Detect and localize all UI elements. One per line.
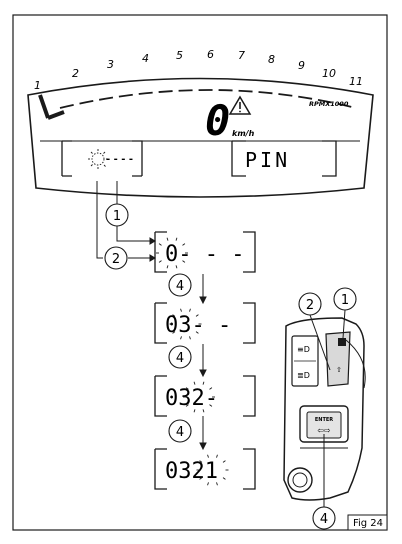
rpm-bar-lit	[38, 94, 50, 119]
flash-arrow-icon: ⇧	[336, 366, 342, 374]
handlebar-switch: ≡D ≣D ⇧ ENTER ⇦⇨	[283, 317, 366, 501]
pin-digits: 0321	[165, 459, 218, 484]
switch-callout-lines	[309, 309, 346, 508]
pin-display: 0321	[154, 448, 256, 490]
callout-step-4: 4	[168, 273, 192, 297]
rpm-label: 9	[298, 59, 305, 72]
blinking-digit-icon	[169, 308, 202, 340]
svg-text:4: 4	[320, 512, 328, 527]
dashboard: 1 2 3 4 5 6 7 8 9 10 11 RPMX1000 0 km/h	[27, 48, 374, 208]
pin-digits: 032-	[165, 386, 218, 411]
svg-text:4: 4	[176, 351, 184, 366]
switch-callout-1: 1	[333, 287, 357, 311]
rpm-label: 10	[322, 67, 336, 80]
svg-text:4: 4	[176, 279, 184, 294]
rpm-label: 4	[142, 52, 149, 65]
horn-button	[287, 467, 313, 493]
blinking-digit-icon	[156, 237, 188, 269]
rpm-label: 7	[238, 49, 245, 62]
dashboard-outline	[27, 77, 374, 198]
pin-digits: 0- - -	[165, 242, 244, 267]
callout-1: 1	[105, 203, 129, 227]
connector-lines	[96, 181, 207, 451]
low-beam-icon: ≣D	[297, 371, 310, 380]
figure-label: Fig 24	[353, 518, 383, 529]
pin-display: 03- -	[154, 302, 256, 344]
rpm-unit-label: RPMX1000	[309, 100, 349, 108]
svg-text:4: 4	[176, 425, 184, 440]
svg-text:2: 2	[306, 298, 314, 313]
svg-text:2: 2	[112, 252, 120, 267]
figure-frame	[12, 14, 388, 531]
pin-digits: 03- -	[165, 313, 231, 338]
enter-label: ENTER	[315, 417, 333, 423]
rpm-label: 1	[34, 79, 41, 92]
pin-display: 0- - -	[154, 231, 256, 273]
figure-label-box	[347, 514, 388, 531]
rpm-label: 3	[107, 58, 114, 71]
right-display-pin: PIN	[245, 148, 290, 172]
right-display: PIN	[231, 140, 337, 177]
rpm-label: 8	[268, 53, 275, 66]
light-switch	[291, 335, 319, 387]
svg-text:1: 1	[341, 293, 349, 308]
svg-text:1: 1	[113, 209, 121, 224]
left-display: - - - -	[61, 140, 143, 177]
blinking-digit-icon	[196, 454, 229, 486]
blinking-digit-icon	[88, 149, 108, 169]
horn-icon	[292, 472, 308, 488]
speed-value: 0	[205, 96, 230, 145]
flash-icon	[338, 338, 346, 346]
enter-arrows-icon: ⇦⇨	[317, 426, 331, 435]
rpm-label: 11	[349, 75, 363, 88]
rpm-bar-base	[47, 110, 65, 120]
warning-triangle-icon	[228, 95, 252, 115]
rpm-label: 6	[207, 48, 214, 61]
callout-2: 2	[104, 246, 128, 270]
high-beam-icon: ≡D	[297, 345, 310, 354]
speed-unit: km/h	[232, 129, 255, 138]
callout-step-4: 4	[168, 419, 192, 443]
left-display-dashes: - - - -	[106, 154, 133, 165]
callout-step-4: 4	[168, 345, 192, 369]
pin-sequence: 0- - - 03- - 032- 0321	[154, 231, 256, 490]
rpm-label: 5	[176, 49, 183, 62]
rpm-label: 2	[72, 67, 79, 80]
switch-callout-2: 2	[298, 292, 322, 316]
switch-callout-4: 4	[312, 506, 336, 530]
switch-housing	[283, 317, 365, 501]
rpm-arc	[59, 89, 357, 109]
pin-display: 032-	[154, 375, 256, 417]
blinking-digit-icon	[183, 381, 215, 413]
